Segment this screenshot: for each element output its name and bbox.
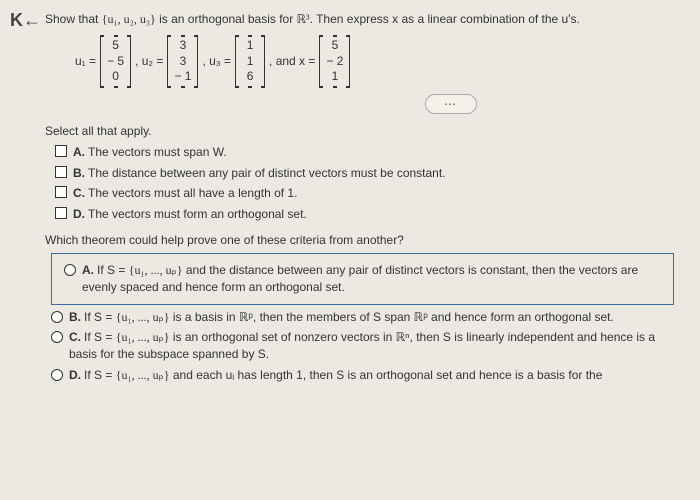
more-button[interactable]: ⋯ (425, 94, 477, 114)
prompt-tail: . Then express x as a linear combination… (310, 12, 580, 26)
radio-option-c[interactable]: C.If S = {u₁, ..., uₚ} is an orthogonal … (51, 329, 680, 363)
check-b-letter: B. (73, 166, 85, 180)
radio-d[interactable] (51, 369, 63, 381)
u2-label: , u₂ = (135, 54, 163, 68)
back-button[interactable]: K← (10, 10, 41, 31)
radio-d-pre: If S = (84, 368, 116, 382)
check-a-text: The vectors must span W. (88, 145, 227, 159)
x-vector: 5 − 2 1 (319, 36, 350, 87)
check-option-a[interactable]: A.The vectors must span W. (55, 144, 680, 161)
check-d-letter: D. (73, 207, 85, 221)
checkbox-a[interactable] (55, 145, 67, 157)
check-a-letter: A. (73, 145, 85, 159)
check-b-text: The distance between any pair of distinc… (88, 166, 446, 180)
u3-v0: 1 (242, 38, 258, 54)
prompt-text: Show that {u₁, u₂, u₃} is an orthogonal … (45, 10, 680, 28)
u3-v1: 1 (242, 54, 258, 70)
radio-a-letter: A. (82, 263, 94, 277)
radio-d-text: and each uᵢ has length 1, then S is an o… (170, 368, 603, 382)
radio-c-letter: C. (69, 330, 81, 344)
radio-group: A.If S = {u₁, ..., uₚ} and the distance … (45, 253, 680, 384)
radio-a-set: {u₁, ..., uₚ} (129, 263, 183, 277)
radio-option-b[interactable]: B.If S = {u₁, ..., uₚ} is a basis in ℝᵖ,… (51, 309, 680, 326)
u2-v0: 3 (175, 38, 191, 54)
radio-a-pre: If S = (97, 263, 129, 277)
radio-c-set: {u₁, ..., uₚ} (116, 330, 170, 344)
radio-b-text: is a basis in ℝᵖ, then the members of S … (170, 310, 614, 324)
x-v0: 5 (327, 38, 343, 54)
u3-vector: 1 1 6 (235, 36, 265, 87)
check-option-c[interactable]: C.The vectors must all have a length of … (55, 185, 680, 202)
u3-v2: 6 (242, 69, 258, 85)
u1-vector: 5 − 5 0 (100, 36, 131, 87)
radio-option-a[interactable]: A.If S = {u₁, ..., uₚ} and the distance … (64, 262, 667, 296)
u1-v2: 0 (108, 69, 124, 85)
radio-c-pre: If S = (84, 330, 116, 344)
checkbox-d[interactable] (55, 207, 67, 219)
vectors-row: u₁ = 5 − 5 0 , u₂ = 3 3 − 1 , u₃ = 1 1 6… (75, 36, 680, 87)
check-d-text: The vectors must form an orthogonal set. (88, 207, 307, 221)
prompt-lead: Show that (45, 12, 102, 26)
question-body: Show that {u₁, u₂, u₃} is an orthogonal … (0, 0, 700, 398)
theorem-question: Which theorem could help prove one of th… (45, 233, 680, 247)
radio-option-d[interactable]: D.If S = {u₁, ..., uₚ} and each uᵢ has l… (51, 367, 680, 384)
radio-b[interactable] (51, 311, 63, 323)
check-c-letter: C. (73, 186, 85, 200)
select-all-label: Select all that apply. (45, 124, 680, 138)
radio-b-set: {u₁, ..., uₚ} (116, 310, 170, 324)
check-c-text: The vectors must all have a length of 1. (88, 186, 297, 200)
prompt-set: {u₁, u₂, u₃} (102, 12, 156, 26)
u1-label: u₁ = (75, 54, 96, 68)
radio-b-letter: B. (69, 310, 81, 324)
radio-c[interactable] (51, 331, 63, 343)
u1-v1: − 5 (107, 54, 124, 70)
check-option-d[interactable]: D.The vectors must form an orthogonal se… (55, 206, 680, 223)
radio-d-set: {u₁, ..., uₚ} (116, 368, 170, 382)
x-v2: 1 (327, 69, 343, 85)
checkbox-c[interactable] (55, 186, 67, 198)
radio-a[interactable] (64, 264, 76, 276)
u3-label: , u₃ = (202, 54, 231, 68)
prompt-space: ℝ³ (297, 12, 310, 26)
u2-v1: 3 (175, 54, 191, 70)
x-v1: − 2 (326, 54, 343, 70)
radio-d-letter: D. (69, 368, 81, 382)
more-label: ⋯ (444, 97, 458, 111)
x-label: , and x = (269, 54, 315, 68)
u2-v2: − 1 (174, 69, 191, 85)
selected-highlight: A.If S = {u₁, ..., uₚ} and the distance … (51, 253, 674, 305)
prompt-mid: is an orthogonal basis for (156, 12, 297, 26)
back-label: K (10, 10, 23, 30)
radio-b-pre: If S = (84, 310, 116, 324)
check-option-b[interactable]: B.The distance between any pair of disti… (55, 165, 680, 182)
checkbox-b[interactable] (55, 166, 67, 178)
u1-v0: 5 (108, 38, 124, 54)
u2-vector: 3 3 − 1 (167, 36, 198, 87)
